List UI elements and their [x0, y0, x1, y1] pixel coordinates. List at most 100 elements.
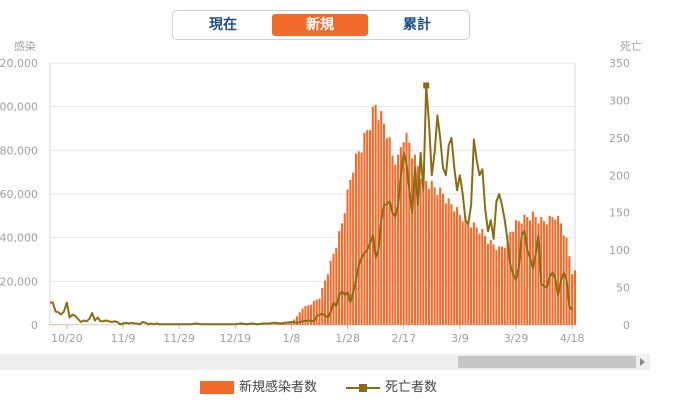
bar-new-cases	[382, 123, 386, 325]
bar-new-cases	[371, 106, 374, 326]
bar-new-cases	[346, 189, 349, 325]
bar-new-cases	[425, 180, 428, 325]
bar-new-cases	[363, 132, 366, 325]
bar-new-cases	[568, 256, 571, 325]
tab-current[interactable]: 現在	[209, 17, 237, 33]
legend-label-new-cases: 新規感染者数	[239, 380, 318, 395]
bar-new-cases	[360, 152, 363, 325]
left-axis-title: 感染	[14, 39, 36, 53]
bar-new-cases	[436, 195, 439, 325]
bar-new-cases	[439, 187, 442, 325]
bar-new-cases	[276, 324, 279, 325]
bar-new-cases	[422, 172, 425, 325]
left-axis-tick-label: 0	[31, 319, 38, 332]
bar-new-cases	[405, 132, 408, 325]
bar-new-cases	[506, 235, 509, 325]
right-axis-tick-label: 250	[609, 132, 630, 145]
bar-new-cases	[48, 324, 51, 325]
bar-new-cases	[385, 138, 388, 325]
x-axis-tick-label: 11/9	[111, 332, 136, 345]
scrollbar-thumb[interactable]	[458, 356, 636, 368]
bar-new-cases	[514, 220, 518, 325]
bar-new-cases	[343, 213, 346, 325]
left-axis-tick-label: 80,000	[0, 144, 38, 157]
bar-new-cases	[481, 228, 484, 325]
bar-new-cases	[543, 221, 546, 325]
bar-new-cases	[478, 233, 481, 325]
tab-new[interactable]: 新規	[272, 14, 368, 36]
bar-new-cases	[528, 220, 532, 325]
bar-new-cases	[470, 227, 473, 325]
view-tab-group: 現在 新規 累計	[172, 10, 470, 40]
bar-new-cases	[545, 224, 548, 325]
bar-new-cases	[495, 249, 498, 325]
bar-new-cases	[374, 104, 377, 325]
bar-new-cases	[444, 203, 447, 325]
x-axis-tick-label: 4/18	[560, 332, 585, 345]
bar-new-cases	[397, 154, 400, 325]
x-axis-tick-label: 10/20	[51, 332, 83, 345]
bar-new-cases	[430, 180, 433, 325]
bar-new-cases	[340, 223, 343, 325]
tab-cumulative[interactable]: 累計	[403, 17, 431, 33]
bar-new-cases	[534, 216, 537, 325]
bar-new-cases	[273, 324, 276, 325]
bar-new-cases	[388, 137, 391, 325]
right-axis-tick-label: 150	[609, 207, 630, 220]
bar-new-cases	[455, 207, 459, 325]
bar-new-cases	[520, 223, 523, 325]
bar-new-cases	[562, 235, 565, 325]
bar-new-cases	[413, 154, 416, 325]
bar-new-cases	[287, 322, 290, 325]
bar-new-cases	[559, 223, 562, 325]
scroll-right-arrow-icon[interactable]	[640, 358, 645, 366]
left-axis-tick-label: 20,000	[0, 275, 38, 288]
bar-new-cases	[290, 321, 293, 325]
bar-new-cases	[472, 222, 475, 325]
bar-new-cases	[366, 130, 369, 325]
bar-new-cases	[427, 188, 431, 325]
bar-new-cases	[326, 274, 329, 325]
bar-new-cases	[352, 172, 355, 325]
bar-new-cases	[368, 130, 372, 325]
bar-new-cases	[453, 211, 456, 325]
bar-new-cases	[394, 164, 397, 325]
bar-new-cases	[307, 305, 310, 325]
right-axis-title: 死亡	[620, 39, 642, 53]
horizontal-scrollbar[interactable]	[0, 354, 650, 370]
bar-new-cases	[68, 324, 71, 325]
bar-new-cases	[60, 324, 63, 325]
bar-new-cases	[335, 247, 338, 325]
left-axis-tick-label: 40,000	[0, 232, 38, 245]
right-axis-tick-label: 350	[609, 57, 630, 70]
bar-new-cases	[284, 322, 287, 325]
bar-new-cases	[467, 221, 470, 325]
bar-new-cases	[517, 221, 520, 325]
bar-new-cases	[377, 119, 380, 326]
bar-new-cases	[349, 179, 352, 325]
bar-new-cases	[304, 306, 307, 325]
bars-layer	[48, 104, 576, 326]
x-axis-tick-label: 3/29	[504, 332, 529, 345]
x-axis-tick-label: 2/17	[391, 332, 416, 345]
bar-new-cases	[557, 215, 560, 325]
x-axis-tick-label: 11/29	[163, 332, 195, 345]
legend-item-new-cases[interactable]: 新規感染者数	[200, 376, 317, 400]
bar-new-cases	[458, 214, 461, 325]
bar-new-cases	[281, 323, 285, 325]
right-axis-tick-label: 100	[609, 244, 630, 257]
bar-new-cases	[441, 193, 445, 325]
bar-new-cases	[399, 147, 402, 325]
legend-label-deaths: 死亡者数	[385, 380, 438, 395]
bar-new-cases	[54, 324, 57, 325]
right-axis-tick-label: 300	[609, 94, 630, 107]
line-marker-swatch-icon	[346, 382, 380, 394]
bar-new-cases	[512, 231, 515, 325]
chart-legend: 新規感染者数 死亡者数	[0, 376, 677, 400]
x-axis-tick-label: 1/8	[283, 332, 301, 345]
bar-new-cases	[548, 215, 551, 325]
bar-new-cases	[408, 142, 411, 325]
legend-item-deaths[interactable]: 死亡者数	[346, 376, 437, 400]
right-axis-tick-label: 0	[623, 319, 630, 332]
bar-new-cases	[484, 236, 487, 325]
